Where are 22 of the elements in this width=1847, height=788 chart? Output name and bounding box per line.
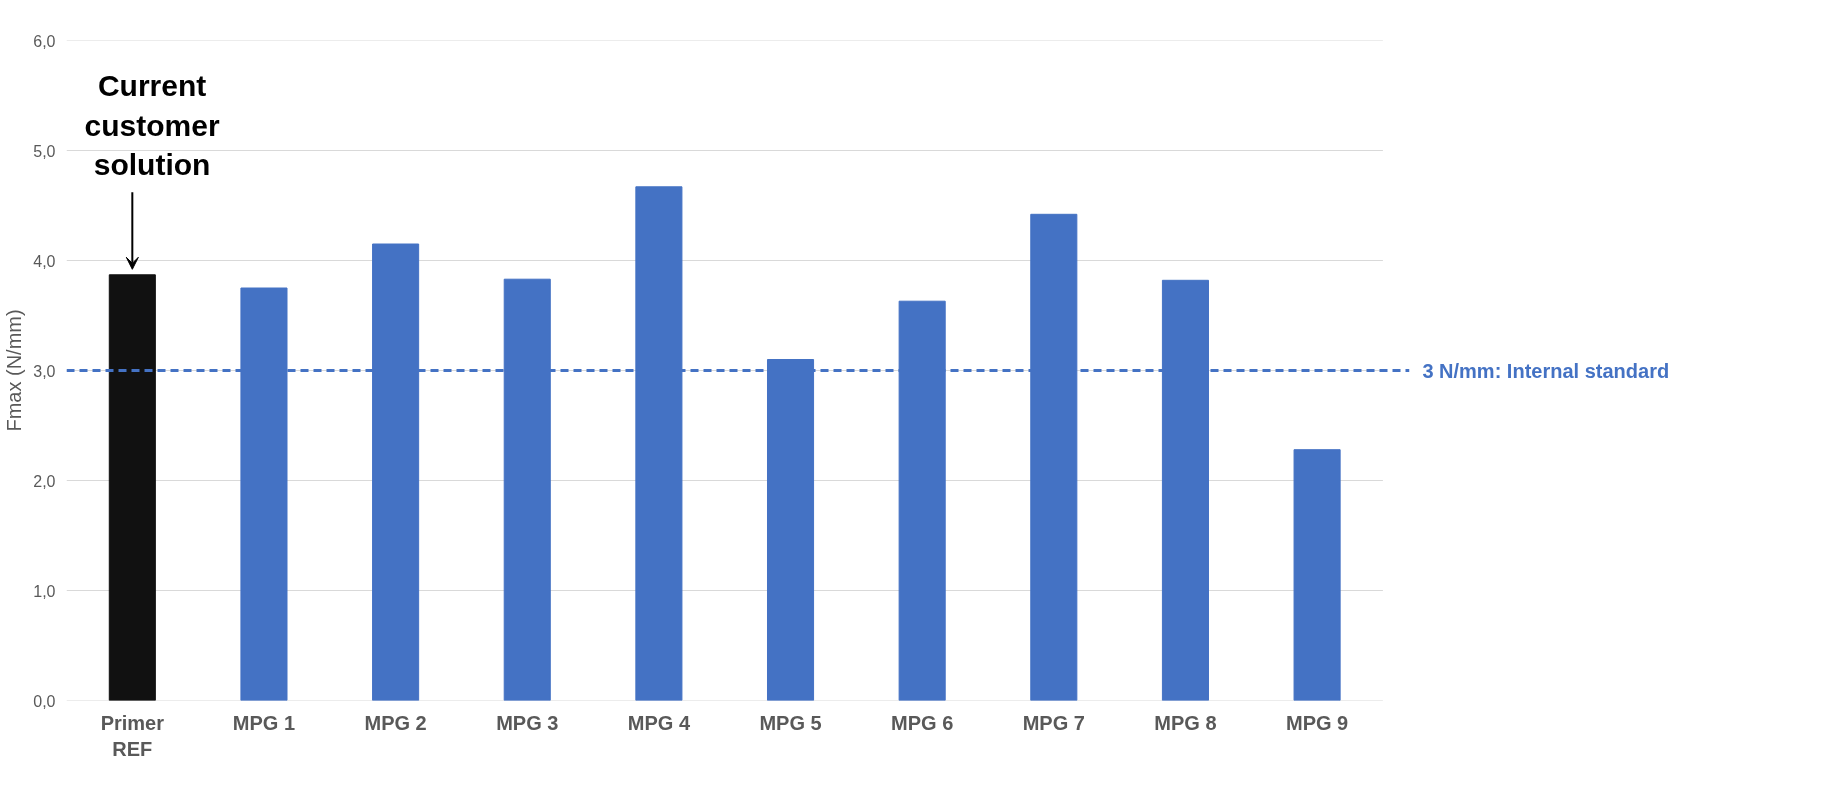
y-tick-label: 1,0 — [33, 582, 56, 600]
x-tick-label: MPG 8 — [1154, 711, 1217, 734]
y-tick-label: 0,0 — [33, 692, 56, 710]
x-tick-label: MPG 5 — [759, 711, 822, 734]
x-tick-label: MPG 2 — [364, 711, 427, 734]
x-tick-label: Primer REF — [100, 711, 165, 760]
x-tick-label: MPG 3 — [496, 711, 559, 734]
ref-line-label: 3 N/mm: Internal standard — [1422, 359, 1670, 382]
y-tick-label: 5,0 — [33, 142, 56, 160]
annotation: Current customer solution — [84, 69, 220, 182]
x-tick-label: MPG 7 — [1022, 711, 1085, 734]
bar — [1293, 449, 1341, 701]
x-tick-label: MPG 6 — [891, 711, 954, 734]
y-tick-label: 6,0 — [33, 32, 56, 50]
y-tick-label: 3,0 — [33, 362, 56, 380]
x-tick-label: MPG 4 — [627, 711, 691, 734]
bar — [108, 274, 156, 701]
y-axis-title: Fmax (N/mm) — [3, 309, 26, 432]
x-tick-label: MPG 1 — [232, 711, 296, 734]
y-tick-label: 4,0 — [33, 252, 56, 270]
x-tick-label: MPG 9 — [1285, 711, 1349, 734]
y-tick-label: 2,0 — [33, 472, 56, 490]
